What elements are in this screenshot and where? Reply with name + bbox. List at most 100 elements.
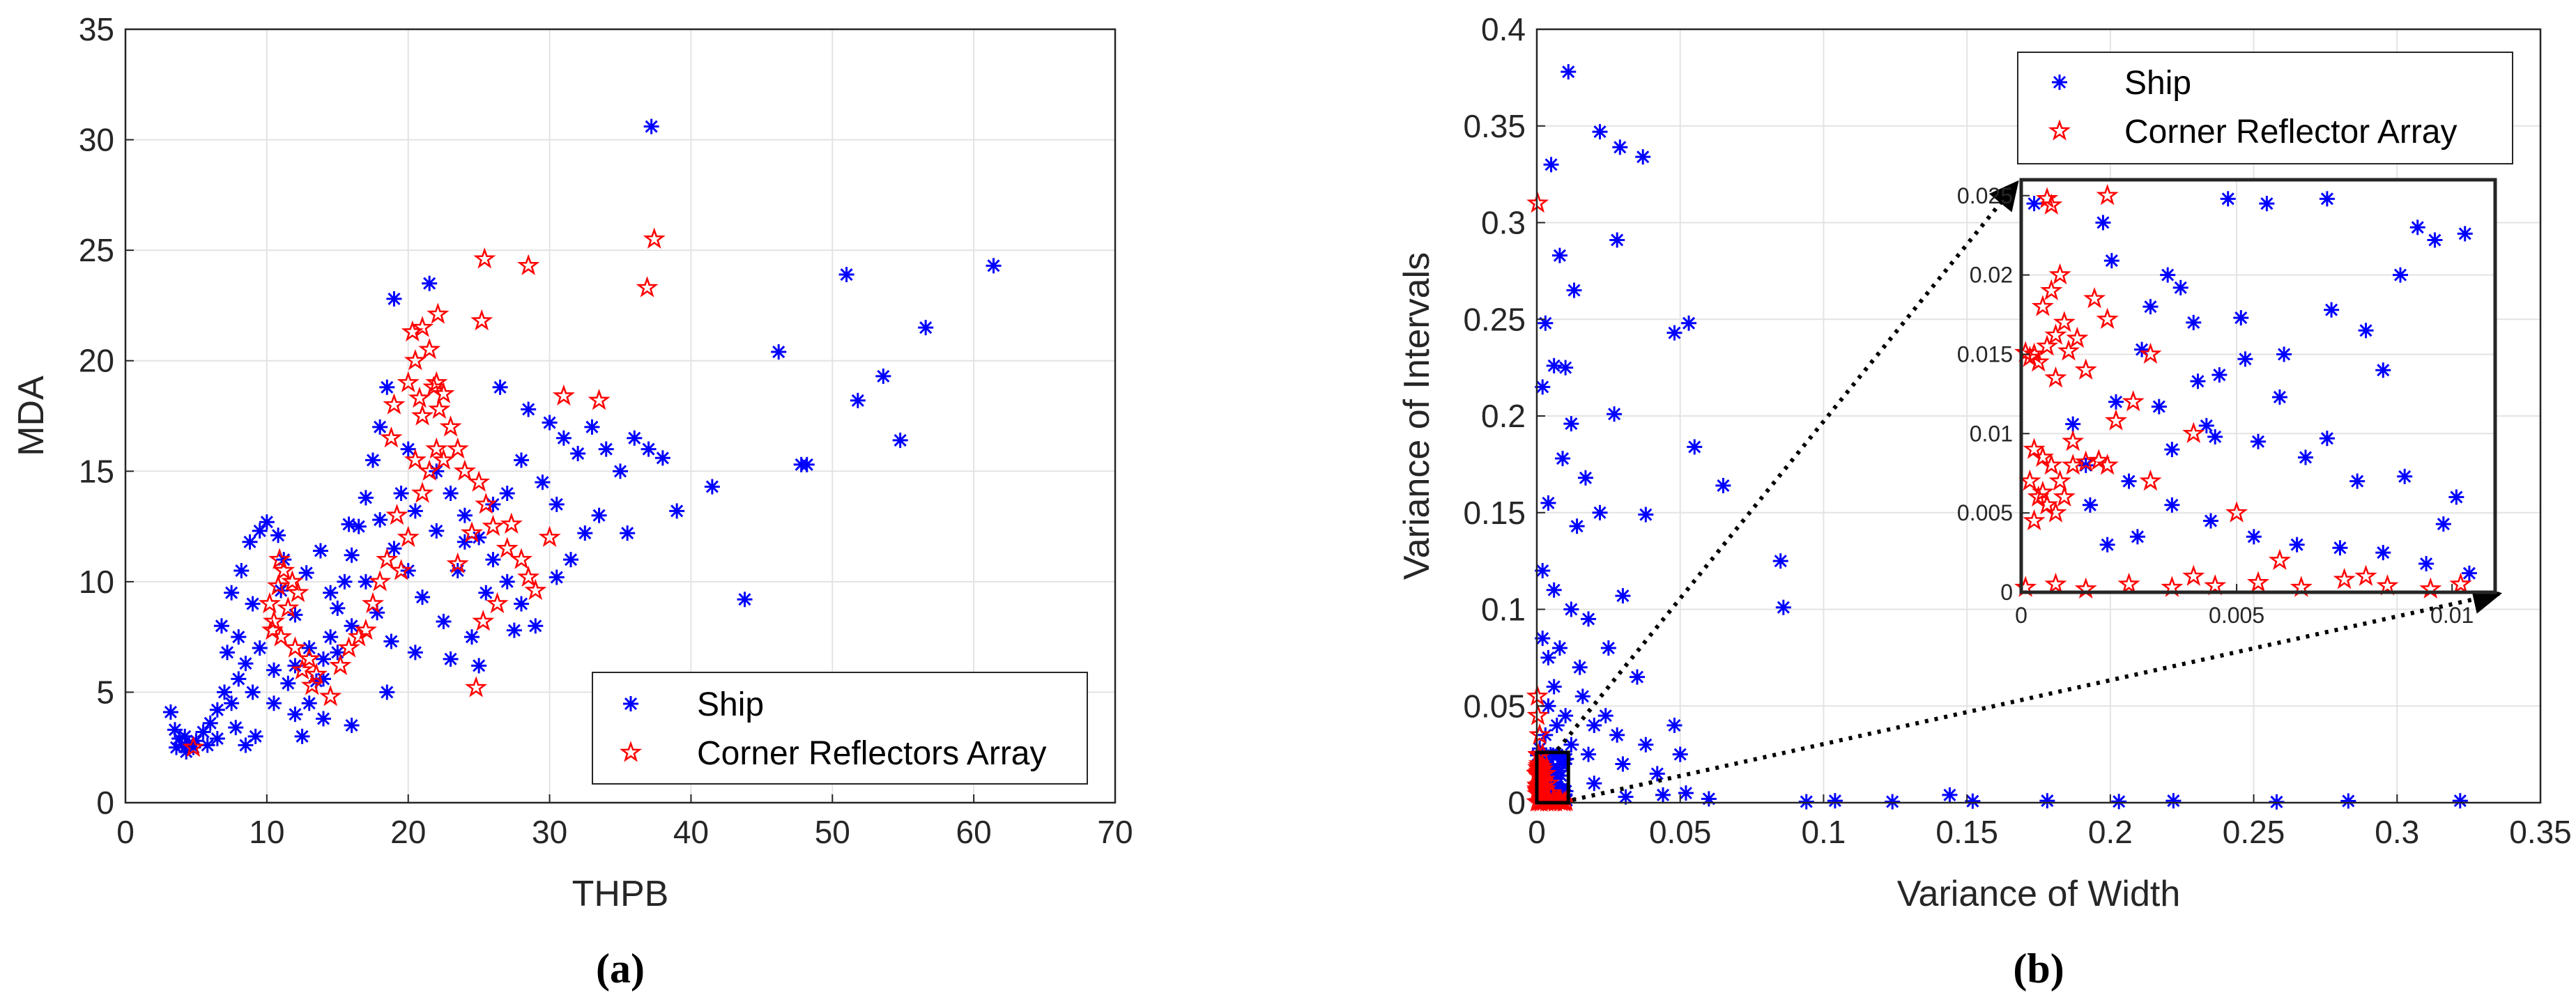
ship-point (2163, 440, 2181, 458)
chart-b-tick-labels: 0 0.05 0.1 0.15 0.2 0.25 0.3 0.35 0 0.05 0.1 0.15 0.… (1463, 11, 2571, 850)
ship-point (769, 343, 788, 361)
ship-point (2120, 472, 2138, 491)
ship-point (2374, 361, 2392, 379)
chart-b-inset-grid (2021, 180, 2495, 592)
chart-a-tick-labels: 0 10 20 30 40 50 60 70 0 5 10 15 20 25 30 35 (79, 11, 1133, 850)
y-tick-label: 25 (79, 232, 114, 268)
ship-point (798, 456, 816, 474)
ship-point (1628, 668, 1646, 686)
ship-point (484, 550, 502, 569)
ship-point (2210, 366, 2228, 384)
x-tick-label: 0.3 (2375, 814, 2419, 850)
ship-point (1608, 231, 1626, 249)
ship-point (2129, 527, 2147, 546)
y-tick-label: 0.3 (1481, 205, 1526, 241)
ship-point (1548, 716, 1566, 734)
x-tick-label: 50 (815, 814, 850, 850)
ship-point (2322, 301, 2340, 319)
ship-point (194, 723, 213, 741)
ship-point (371, 511, 389, 529)
ship-point (2219, 190, 2237, 208)
ship-point (2391, 266, 2409, 284)
ship-point (519, 400, 537, 418)
chart-b-legend-ship-label: Ship (2124, 65, 2191, 102)
ship-point (2150, 398, 2168, 416)
ship-point (1562, 415, 1580, 433)
ship-point (293, 727, 312, 746)
chart-b-legend-ship-marker (2050, 73, 2069, 91)
ship-point (251, 522, 269, 540)
ship-point (1605, 405, 1623, 423)
ship-point (357, 573, 375, 591)
x-tick-label: 0.05 (1649, 814, 1712, 850)
ship-point (541, 414, 559, 432)
ship-point (208, 701, 227, 719)
ship-point (1571, 658, 1589, 677)
ship-point (427, 522, 445, 540)
ship-point (985, 256, 1003, 275)
ship-point (874, 367, 892, 385)
ship-point (2395, 468, 2414, 486)
ship-point (1611, 138, 1629, 156)
ship-point (548, 569, 566, 587)
ship-point (2141, 298, 2159, 316)
ship-point (244, 595, 262, 613)
ship-point (2409, 218, 2427, 236)
ship-point (201, 714, 220, 732)
ship-point (1536, 314, 1554, 332)
chart-a-y-axis-label: MDA (11, 376, 52, 456)
ship-point (2159, 266, 2177, 284)
ship-point (2038, 792, 2056, 810)
ship-point (222, 694, 240, 712)
ship-point (569, 445, 587, 463)
chart-b-legend-corner-label: Corner Reflector Array (2124, 114, 2458, 151)
ship-point (378, 378, 396, 396)
y-tick-label: 0 (96, 785, 114, 821)
ship-point (576, 524, 594, 542)
ship-point (2447, 488, 2465, 506)
ship-point (406, 643, 424, 661)
y-tick-label: 0.01 (1970, 421, 2013, 446)
ship-point (2339, 792, 2357, 810)
ship-point (413, 588, 431, 606)
x-tick-label: 60 (956, 814, 992, 850)
ship-point (1585, 716, 1603, 734)
ship-point (357, 488, 375, 507)
y-tick-label: 0.1 (1481, 592, 1526, 628)
ship-point (618, 524, 636, 542)
ship-point (2435, 515, 2453, 533)
ship-point (1700, 789, 1718, 808)
ship-point (371, 418, 389, 436)
ship-point (2348, 472, 2366, 491)
ship-point (2081, 496, 2099, 514)
ship-point (736, 590, 754, 608)
ship-point (2357, 321, 2375, 339)
chart-a-legend-corner-label: Corner Reflectors Array (697, 735, 1047, 772)
ship-point (442, 484, 460, 502)
ship-point (236, 654, 254, 672)
x-tick-label: 0.2 (2088, 814, 2133, 850)
chart-b-inset-tick-labels: 0 0.005 0.01 0 0.005 0.01 0.015 0.02 0.025 (1957, 183, 2474, 628)
ship-point (258, 513, 276, 531)
chart-b-inset: 0 0.005 0.01 0 0.005 0.01 0.015 0.02 0.025 (1957, 178, 2497, 628)
y-tick-label: 0.35 (1463, 108, 1526, 144)
ship-point (251, 639, 269, 657)
x-tick-label: 0.25 (2223, 814, 2285, 850)
ship-point (2331, 539, 2349, 557)
ship-point (314, 709, 332, 727)
panel-a-letter: a (610, 946, 631, 992)
panel-b-letter: b (2027, 946, 2050, 992)
ship-point (1539, 649, 1557, 667)
ship-point (548, 495, 566, 514)
ship-point (215, 683, 233, 701)
ship-point (1940, 786, 1958, 804)
x-tick-label: 0.1 (1801, 814, 1846, 850)
y-tick-label: 0.015 (1957, 341, 2013, 367)
y-tick-label: 10 (79, 564, 114, 600)
ship-point (1883, 793, 1901, 811)
ship-point (1545, 357, 1563, 375)
ship-point (364, 451, 382, 469)
y-tick-label: 0.005 (1957, 500, 2013, 525)
chart-a-legend-ship-marker (622, 695, 640, 713)
ship-point (526, 617, 544, 635)
